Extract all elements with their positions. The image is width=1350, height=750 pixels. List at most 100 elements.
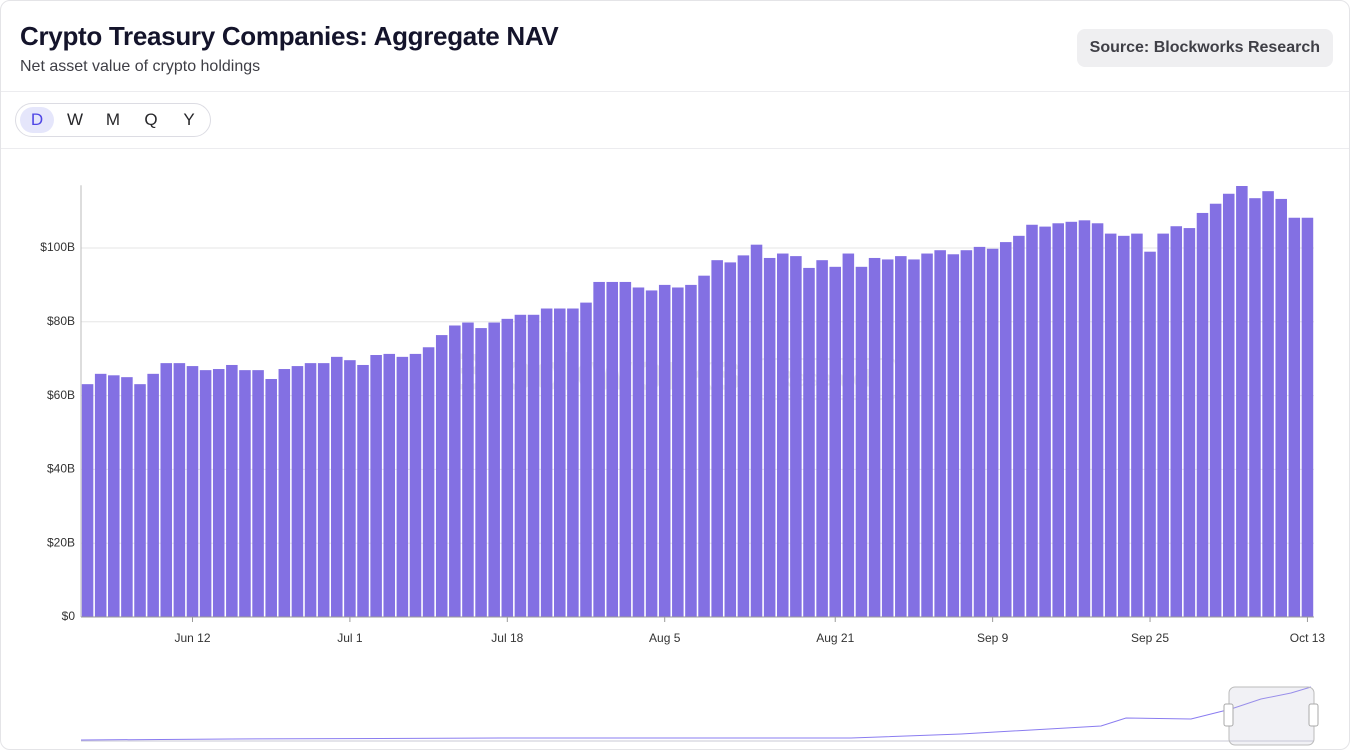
x-tick-label: Jul 1 bbox=[337, 631, 363, 645]
bar bbox=[501, 318, 514, 617]
y-tick-label: $20B bbox=[47, 535, 75, 549]
bar bbox=[567, 308, 579, 617]
period-button[interactable]: D bbox=[20, 107, 54, 133]
bar bbox=[698, 275, 710, 617]
bar bbox=[1196, 212, 1209, 617]
bar bbox=[1104, 233, 1117, 617]
bar bbox=[514, 314, 527, 617]
bar bbox=[265, 378, 277, 617]
bar bbox=[435, 335, 448, 617]
bar bbox=[383, 353, 396, 617]
x-tick-label: Aug 5 bbox=[649, 631, 681, 645]
y-tick-label: $40B bbox=[47, 462, 75, 476]
bar bbox=[921, 253, 933, 617]
bar bbox=[1183, 228, 1196, 617]
bar bbox=[160, 363, 173, 617]
bar bbox=[344, 360, 356, 617]
bar bbox=[252, 370, 264, 617]
x-tick-label: Sep 9 bbox=[977, 631, 1009, 645]
bar bbox=[94, 373, 107, 617]
bar bbox=[1170, 226, 1183, 617]
bar bbox=[803, 267, 815, 617]
bar bbox=[685, 284, 697, 617]
bar bbox=[1275, 198, 1287, 617]
bar bbox=[672, 287, 684, 617]
bar bbox=[108, 375, 120, 617]
bar bbox=[462, 322, 474, 617]
bar bbox=[1052, 223, 1064, 618]
x-tick-label: Aug 21 bbox=[816, 631, 854, 645]
bar bbox=[855, 266, 868, 617]
bar bbox=[540, 308, 553, 617]
x-tick-label: Sep 25 bbox=[1131, 631, 1169, 645]
bar bbox=[1144, 251, 1156, 617]
bar bbox=[593, 281, 605, 617]
minimap-handle[interactable] bbox=[1308, 703, 1319, 727]
bar bbox=[881, 259, 894, 617]
bar bbox=[973, 246, 986, 617]
bar bbox=[121, 377, 133, 617]
period-button[interactable]: M bbox=[105, 110, 121, 129]
bar bbox=[396, 356, 409, 617]
bar bbox=[986, 248, 999, 617]
bar bbox=[1039, 226, 1051, 617]
bar bbox=[1157, 233, 1169, 617]
bar bbox=[317, 363, 330, 617]
bar bbox=[908, 259, 920, 617]
y-tick-label: $60B bbox=[47, 388, 75, 402]
minimap-handle[interactable] bbox=[1223, 703, 1234, 727]
bar bbox=[829, 266, 842, 617]
bar bbox=[711, 260, 723, 617]
bar bbox=[527, 314, 540, 617]
bar bbox=[449, 325, 461, 617]
bar bbox=[1288, 217, 1301, 617]
bar bbox=[1013, 235, 1025, 617]
divider bbox=[1, 91, 1349, 92]
bar bbox=[186, 366, 199, 617]
bar bbox=[632, 287, 645, 617]
bar bbox=[947, 254, 960, 617]
bar bbox=[1209, 203, 1222, 617]
source-badge: Source: Blockworks Research bbox=[1076, 29, 1333, 67]
bar bbox=[488, 322, 500, 617]
bar bbox=[763, 257, 776, 617]
bar bbox=[724, 262, 737, 617]
period-button[interactable]: Q bbox=[144, 110, 158, 129]
bar bbox=[357, 364, 369, 617]
period-toggle: D W M Q Y bbox=[15, 103, 211, 137]
bar bbox=[658, 284, 671, 617]
bar bbox=[606, 281, 619, 617]
bar bbox=[842, 253, 855, 617]
bar bbox=[895, 256, 907, 617]
x-tick-label: Jul 18 bbox=[491, 631, 523, 645]
bar bbox=[1091, 223, 1104, 618]
bar bbox=[737, 255, 750, 617]
minimap-window[interactable] bbox=[1228, 686, 1315, 746]
title: Crypto Treasury Companies: Aggregate NAV bbox=[20, 21, 559, 51]
y-tick-label: $0 bbox=[62, 609, 76, 623]
bar bbox=[409, 353, 422, 617]
bar bbox=[199, 370, 212, 617]
period-button[interactable]: Y bbox=[183, 110, 195, 129]
bar bbox=[1236, 186, 1248, 617]
bar bbox=[1078, 220, 1091, 617]
bar bbox=[147, 373, 159, 617]
bar bbox=[619, 281, 632, 617]
bar bbox=[1118, 235, 1130, 617]
bar bbox=[1301, 217, 1314, 617]
bar bbox=[1222, 193, 1235, 617]
minimap-line bbox=[80, 686, 1312, 741]
bar bbox=[1262, 191, 1274, 617]
bar bbox=[934, 250, 946, 618]
bar bbox=[422, 347, 435, 617]
bar bbox=[960, 250, 973, 618]
bar bbox=[816, 260, 828, 617]
bar bbox=[776, 253, 789, 617]
bar bbox=[580, 302, 592, 617]
bar bbox=[1131, 233, 1143, 617]
bar bbox=[790, 256, 802, 617]
x-tick-label: Jun 12 bbox=[174, 631, 210, 645]
period-button[interactable]: W bbox=[66, 110, 84, 129]
